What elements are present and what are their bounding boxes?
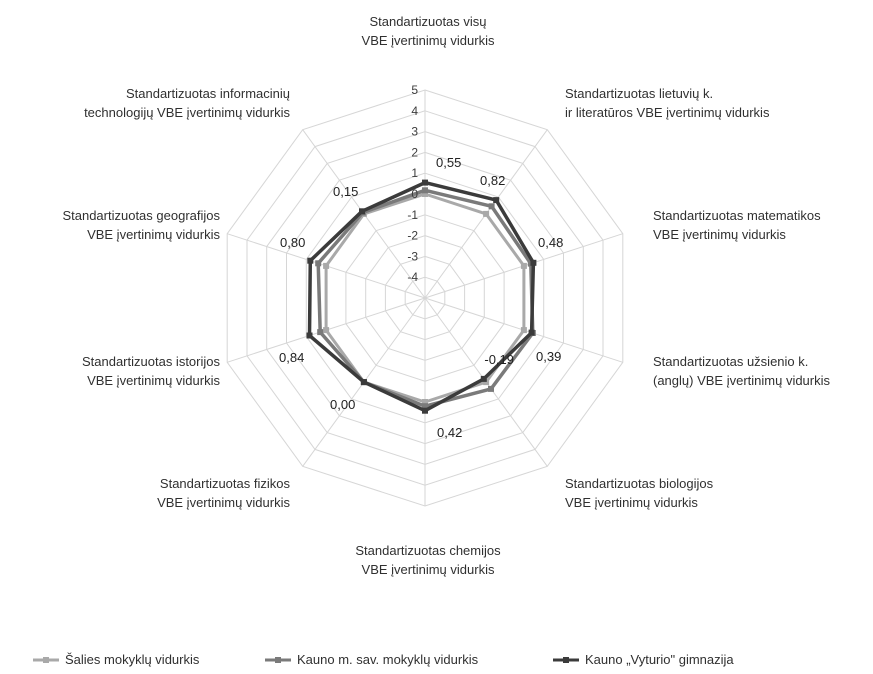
series-marker [306, 332, 313, 339]
tick-label: 0 [411, 187, 418, 201]
series-marker [530, 259, 537, 266]
legend-label: Kauno m. sav. mokyklų vidurkis [297, 652, 479, 667]
legend-item: Kauno m. sav. mokyklų vidurkis [265, 652, 479, 667]
tick-label: 1 [411, 166, 418, 180]
data-labels: 0,55 0,82 0,48 0,39 -0,19 0,42 0,00 0,84 0,80 0,1… [279, 155, 563, 440]
series-marker [483, 210, 490, 217]
radar-series [306, 179, 537, 414]
tick-label: -2 [407, 229, 418, 243]
tick-label: -4 [407, 270, 418, 284]
tick-label: 2 [411, 145, 418, 159]
data-label: 0,80 [280, 235, 305, 250]
axis-label: Standartizuotas biologijos VBE įvertinimų… [565, 476, 714, 510]
legend-item: Šalies mokyklų vidurkis [33, 652, 200, 667]
data-label: 0,82 [480, 173, 505, 188]
series-marker [315, 260, 322, 267]
legend-swatch-marker [275, 657, 281, 663]
series-marker [483, 379, 490, 386]
series-marker [323, 262, 330, 269]
axis-label: Standartizuotas informacinių technologijų… [84, 86, 290, 120]
series-marker [488, 203, 495, 210]
data-label: 0,48 [538, 235, 563, 250]
axis-label: Standartizuotas fizikos VBE įvertinimų vi… [157, 476, 290, 510]
axis-label: Standartizuotas lietuvių k. ir literatūro… [565, 86, 770, 120]
axis-labels: Standartizuotas visų VBE įvertinimų vidur… [62, 14, 830, 577]
axis-label: Standartizuotas istorijos VBE įvertinimų … [82, 354, 221, 388]
legend-swatch-marker [43, 657, 49, 663]
axis-label: Standartizuotas visų VBE įvertinimų vidur… [362, 14, 495, 48]
series-marker [422, 187, 428, 194]
legend: Šalies mokyklų vidurkis Kauno m. sav. mok… [33, 652, 734, 667]
axis-label: Standartizuotas geografijos VBE įvertinim… [62, 208, 220, 242]
axis-label: Standartizuotas užsienio k. (anglų) VBE į… [653, 354, 831, 388]
series-marker [323, 327, 330, 334]
series-marker [422, 179, 428, 186]
tick-label: 3 [411, 125, 418, 139]
series-marker [480, 375, 487, 382]
tick-label: -3 [407, 249, 418, 263]
series-marker [360, 379, 367, 386]
data-label: 0,15 [333, 184, 358, 199]
data-label: 0,00 [330, 397, 355, 412]
series-marker [520, 327, 527, 334]
tick-label: -1 [407, 208, 418, 222]
legend-label: Šalies mokyklų vidurkis [65, 652, 200, 667]
series-marker [528, 329, 535, 336]
data-label: 0,39 [536, 349, 561, 364]
series-marker [422, 407, 428, 414]
series-marker [493, 197, 500, 204]
data-label: -0,19 [484, 352, 514, 367]
radar-grid [226, 89, 624, 507]
series-marker [359, 208, 365, 215]
series-marker [422, 191, 428, 197]
series-marker [317, 329, 324, 336]
legend-label: Kauno „Vyturio" gimnazija [585, 652, 734, 667]
series-marker [520, 262, 527, 269]
axis-label: Standartizuotas matematikos VBE įvertinim… [653, 208, 821, 242]
data-label: 0,42 [437, 425, 462, 440]
tick-label: 5 [411, 83, 418, 97]
radial-tick-labels: 5 4 3 2 1 0 -1 -2 -3 -4 [407, 83, 418, 284]
data-label: 0,55 [436, 155, 461, 170]
data-label: 0,84 [279, 350, 304, 365]
series-marker [422, 399, 428, 405]
series-marker [488, 385, 494, 392]
legend-swatch-marker [563, 657, 569, 663]
series-marker [422, 403, 428, 410]
series-marker [307, 257, 314, 264]
legend-item: Kauno „Vyturio" gimnazija [553, 652, 734, 667]
axis-label: Standartizuotas chemijos VBE įvertinimų v… [355, 543, 501, 577]
tick-label: 4 [411, 104, 418, 118]
